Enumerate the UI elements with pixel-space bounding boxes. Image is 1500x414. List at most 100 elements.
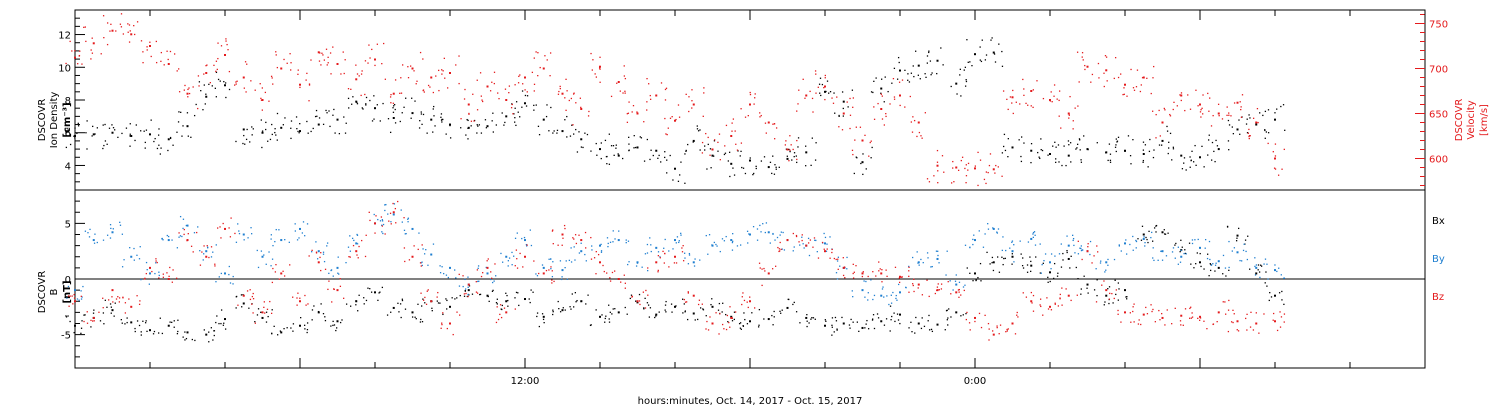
bx-dot bbox=[697, 318, 699, 321]
bz-dot bbox=[1232, 321, 1234, 324]
bx-dot bbox=[552, 313, 554, 316]
density-dot bbox=[1061, 164, 1063, 167]
bz-dot bbox=[419, 262, 422, 264]
by-dot bbox=[978, 230, 980, 232]
bx-dot bbox=[235, 307, 237, 309]
velocity-dot bbox=[389, 96, 392, 98]
bz-dot bbox=[516, 258, 518, 260]
velocity-dot bbox=[376, 43, 379, 45]
by-dot bbox=[294, 230, 297, 232]
bx-dot bbox=[1184, 252, 1187, 255]
velocity-dot bbox=[150, 55, 152, 58]
velocity-dot bbox=[573, 92, 575, 94]
bz-dot bbox=[1117, 309, 1119, 312]
velocity-dot bbox=[1011, 102, 1013, 104]
bz-dot bbox=[69, 295, 71, 297]
bz-point bbox=[505, 311, 508, 314]
bx-dot bbox=[1022, 257, 1024, 259]
velocity-dot bbox=[736, 149, 739, 151]
bx-dot bbox=[401, 298, 404, 300]
bz-dot bbox=[921, 294, 924, 296]
velocity-dot bbox=[1068, 114, 1070, 116]
velocity-dot bbox=[616, 82, 618, 84]
velocity-dot bbox=[149, 41, 151, 43]
bx-dot bbox=[808, 322, 810, 324]
bx-dot bbox=[705, 315, 707, 317]
bx-dot bbox=[946, 309, 948, 311]
bx-dot bbox=[980, 280, 982, 282]
velocity-dot bbox=[1126, 95, 1128, 97]
density-dot bbox=[267, 140, 269, 142]
density-dot bbox=[519, 116, 521, 118]
bx-dot bbox=[431, 307, 433, 309]
bz-dot bbox=[813, 237, 816, 239]
velocity-dot bbox=[967, 169, 969, 171]
density-point bbox=[824, 90, 826, 93]
velocity-dot bbox=[1023, 88, 1025, 90]
density-dot bbox=[1037, 151, 1039, 154]
velocity-dot bbox=[1122, 93, 1124, 96]
velocity-dot bbox=[1233, 102, 1236, 104]
density-dot bbox=[1142, 141, 1145, 143]
bz-dot bbox=[403, 247, 406, 249]
bz-dot bbox=[844, 277, 846, 279]
velocity-dot bbox=[394, 79, 397, 81]
velocity-point bbox=[1105, 69, 1108, 72]
bx-dot bbox=[488, 300, 490, 303]
bz-dot bbox=[271, 281, 274, 284]
velocity-point bbox=[111, 29, 114, 32]
by-dot bbox=[1245, 250, 1247, 253]
bz-dot bbox=[158, 277, 160, 279]
density-dot bbox=[709, 148, 712, 150]
velocity-dot bbox=[197, 107, 199, 110]
bx-dot bbox=[146, 330, 148, 333]
by-dot bbox=[88, 236, 91, 238]
by-dot bbox=[491, 281, 494, 284]
bz-dot bbox=[384, 233, 386, 235]
bz-dot bbox=[442, 312, 444, 314]
density-dot bbox=[449, 124, 451, 127]
velocity-dot bbox=[310, 59, 312, 61]
bx-dot bbox=[1141, 225, 1144, 227]
velocity-dot bbox=[409, 65, 412, 67]
velocity-dot bbox=[717, 141, 719, 144]
bz-dot bbox=[1081, 258, 1083, 261]
bz-dot bbox=[311, 249, 313, 252]
bz-point bbox=[111, 289, 114, 292]
bx-point bbox=[1124, 289, 1126, 292]
by-dot bbox=[684, 257, 686, 259]
velocity-dot bbox=[1077, 105, 1079, 107]
bx-dot bbox=[605, 315, 607, 317]
bx-point bbox=[1217, 266, 1220, 269]
density-dot bbox=[669, 154, 671, 157]
density-dot bbox=[177, 121, 180, 123]
velocity-dot bbox=[744, 116, 747, 118]
bx-dot bbox=[134, 330, 136, 333]
by-dot bbox=[585, 260, 587, 262]
density-dot bbox=[826, 80, 829, 82]
by-point bbox=[824, 242, 826, 245]
bx-dot bbox=[923, 325, 926, 328]
by-dot bbox=[1082, 249, 1084, 251]
bx-dot bbox=[883, 324, 886, 326]
velocity-dot bbox=[325, 48, 328, 50]
density-dot bbox=[243, 134, 245, 137]
velocity-dot bbox=[664, 88, 667, 91]
bx-dot bbox=[894, 320, 896, 323]
bz-dot bbox=[552, 243, 554, 245]
density-dot bbox=[915, 50, 917, 52]
by-dot bbox=[109, 224, 112, 226]
bx-dot bbox=[1147, 241, 1149, 244]
bx-dot bbox=[643, 307, 645, 309]
by-dot bbox=[162, 239, 164, 241]
by-dot bbox=[1080, 247, 1082, 250]
bx-dot bbox=[1030, 260, 1032, 263]
bx-dot bbox=[649, 307, 652, 309]
by-dot bbox=[867, 299, 869, 301]
density-tick-label-0: 4 bbox=[65, 161, 71, 172]
bx-dot bbox=[176, 333, 179, 335]
velocity-dot bbox=[636, 111, 638, 113]
velocity-dot bbox=[78, 54, 81, 57]
by-dot bbox=[886, 295, 888, 297]
bz-point bbox=[749, 300, 751, 303]
